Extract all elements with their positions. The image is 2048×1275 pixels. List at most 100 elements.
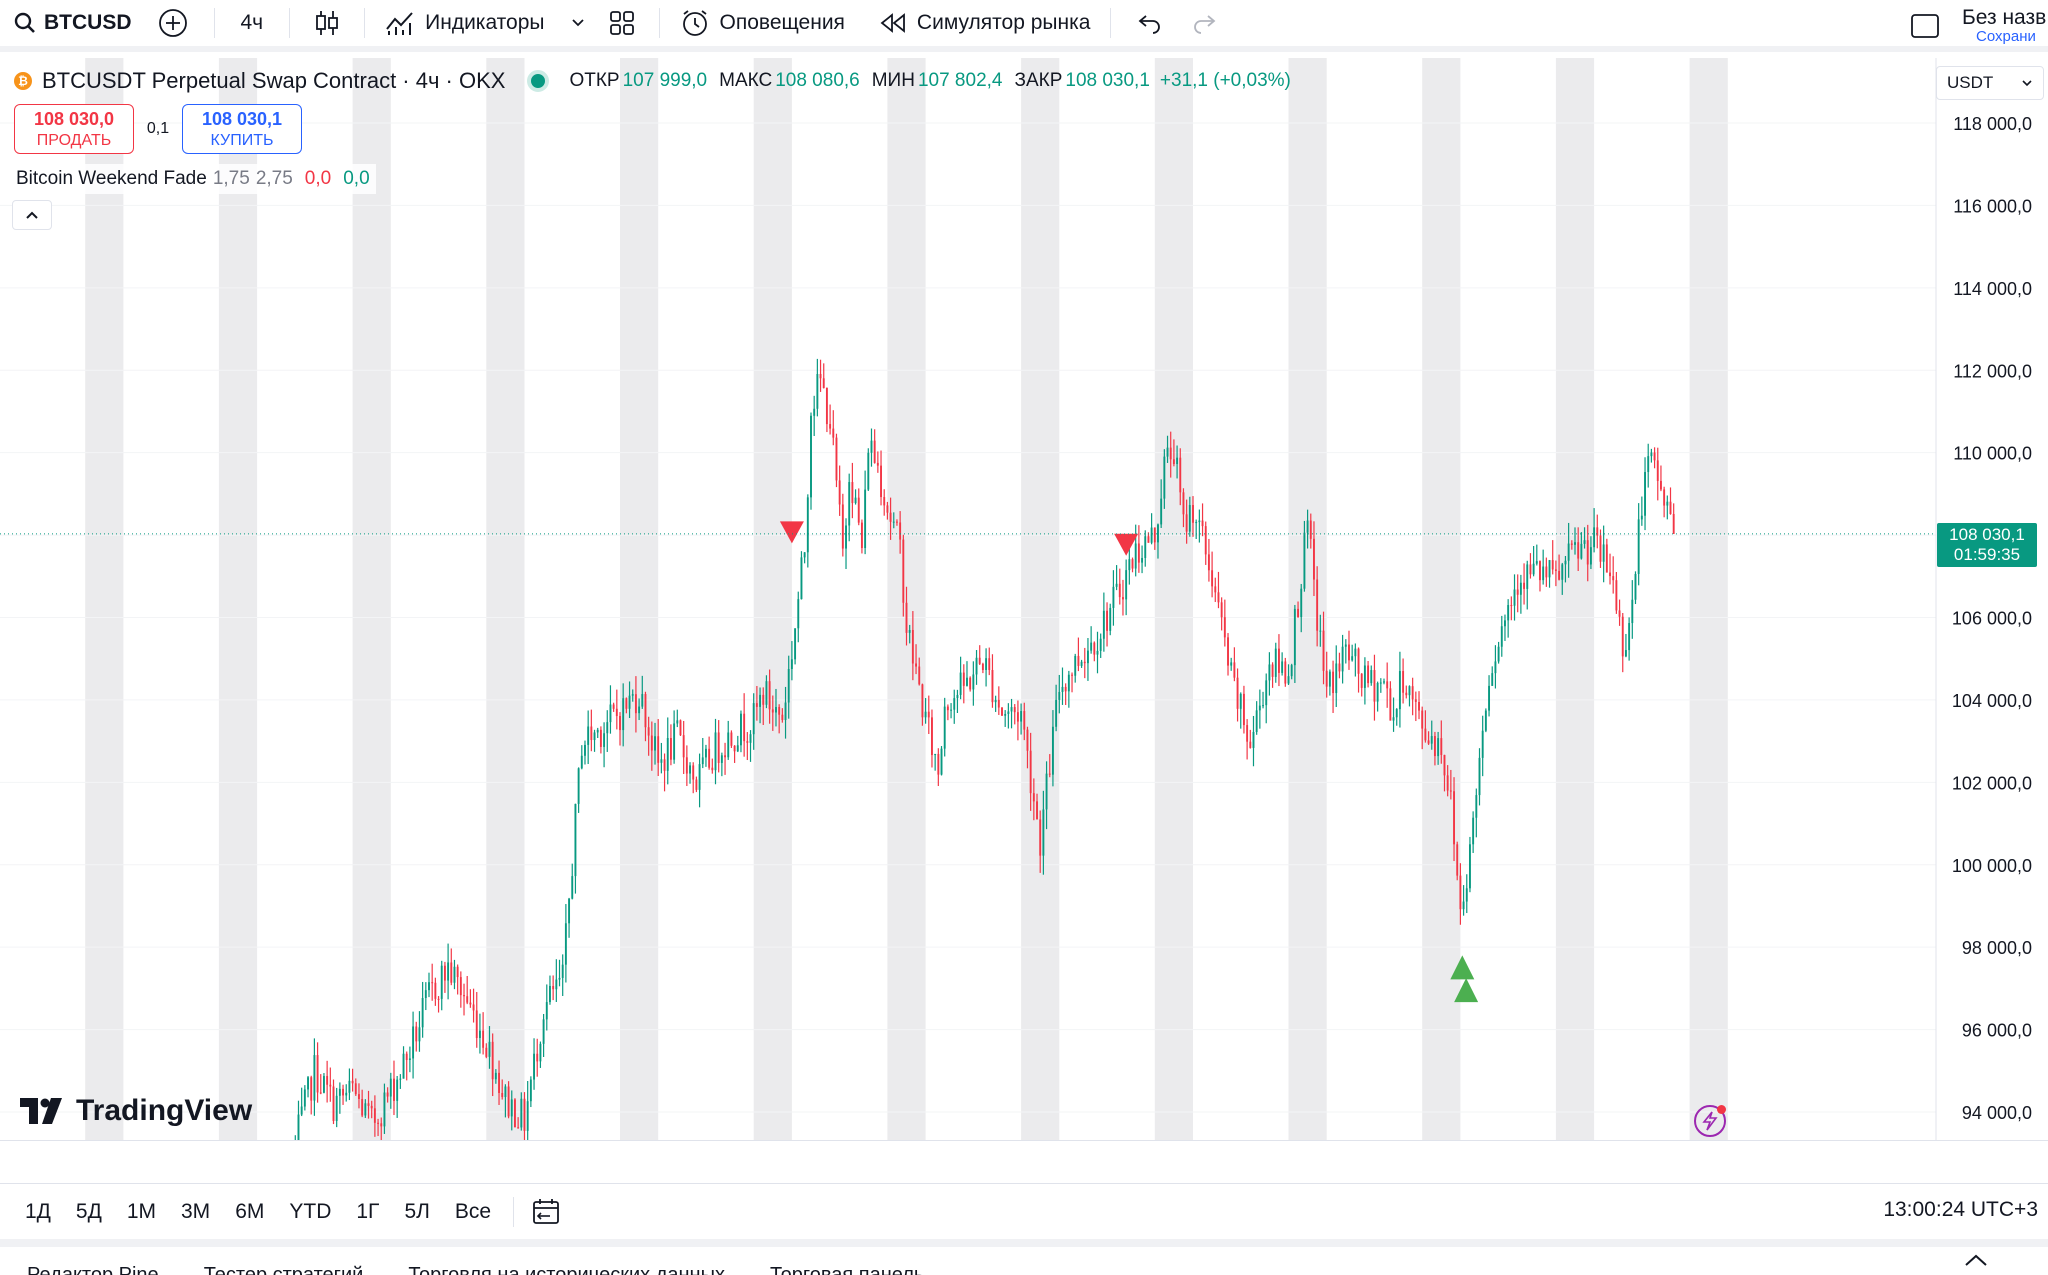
notifications-button[interactable] — [1694, 1105, 1726, 1137]
currency-select[interactable]: USDT — [1936, 66, 2044, 100]
tab-trading-panel[interactable]: Торговая панель — [769, 1264, 925, 1275]
candle-body — [835, 437, 838, 481]
market-status-icon[interactable] — [527, 70, 550, 92]
buy-button[interactable]: 108 030,1 КУПИТЬ — [182, 104, 302, 154]
candle-body — [870, 440, 873, 453]
candle-body — [408, 1058, 411, 1060]
price-axis-label: 102 000,0 — [1952, 773, 2032, 793]
candle — [1214, 577, 1217, 602]
sell-button[interactable]: 108 030,0 ПРОДАТЬ — [14, 104, 134, 154]
range-5d-button[interactable]: 5Д — [75, 1199, 102, 1223]
candle — [1227, 633, 1229, 676]
tab-pine-editor[interactable]: Редактор Pine — [27, 1264, 159, 1275]
candle — [1583, 527, 1586, 549]
range-1y-button[interactable]: 1Г — [356, 1199, 380, 1223]
alerts-button[interactable]: Оповещения — [672, 0, 853, 49]
alerts-label: Оповещения — [719, 11, 845, 34]
candle — [1106, 602, 1109, 647]
candle — [781, 708, 784, 723]
tab-replay-trading[interactable]: Торговля на исторических данных — [408, 1264, 725, 1275]
strategy-legend[interactable]: Bitcoin Weekend Fade 1,75 2,75 0,0 0,0 — [10, 164, 376, 194]
candle — [1223, 599, 1226, 647]
candle — [1628, 617, 1631, 661]
candle-body — [1328, 671, 1331, 687]
candle — [1516, 574, 1519, 613]
candle-body — [1137, 543, 1140, 563]
candle — [463, 983, 465, 1016]
candle-body — [1504, 620, 1506, 627]
strategy-param-2: 2,75 — [255, 168, 293, 189]
candle — [1242, 685, 1245, 734]
candle-body — [475, 1010, 478, 1038]
symbol-search-button[interactable]: BTCUSD — [0, 0, 158, 49]
range-all-button[interactable]: Все — [454, 1199, 492, 1223]
replay-button[interactable]: Симулятор рынка — [853, 0, 1099, 49]
templates-button[interactable] — [597, 0, 647, 49]
candles-icon — [316, 11, 339, 35]
range-3m-button[interactable]: 3М — [181, 1199, 211, 1223]
candle — [408, 1046, 411, 1073]
candle-body — [883, 497, 886, 506]
add-symbol-button[interactable] — [158, 0, 188, 49]
candle-body — [412, 1026, 415, 1059]
candle-body — [1561, 564, 1564, 580]
candle — [892, 512, 895, 529]
date-range-bar: 1Д 5Д 1М 3М 6М YTD 1Г 5Л Все 13:00:24 UT… — [0, 1183, 2048, 1239]
tradingview-logo[interactable]: TradingView — [20, 1094, 252, 1128]
indicators-dropdown-button[interactable] — [553, 0, 597, 49]
redo-button[interactable] — [1177, 0, 1231, 49]
range-1m-button[interactable]: 1М — [126, 1199, 156, 1223]
candle — [1491, 666, 1494, 686]
candle — [393, 1060, 395, 1116]
tab-strategy-tester[interactable]: Тестер стратегий — [203, 1264, 364, 1275]
candle-body — [1067, 674, 1070, 692]
candle-body — [905, 602, 908, 633]
candle-body — [1640, 515, 1643, 520]
undo-button[interactable] — [1123, 0, 1177, 49]
candle-body — [720, 755, 723, 763]
candle — [1230, 657, 1233, 671]
goto-date-button[interactable] — [532, 1198, 562, 1226]
interval-button[interactable]: 4ч — [227, 0, 278, 49]
layout-button[interactable] — [1910, 0, 1940, 52]
candle-body — [1433, 736, 1436, 757]
candle-body — [1360, 673, 1363, 688]
candle — [1548, 559, 1551, 588]
panel-collapse-button[interactable] — [1964, 1253, 1988, 1272]
layout-name[interactable]: Без назв — [1962, 6, 2047, 29]
legend-title[interactable]: BTCUSDT Perpetual Swap Contract · 4ч · O… — [42, 68, 506, 93]
candle-body — [962, 672, 965, 686]
candle — [1542, 549, 1545, 585]
chart-type-button[interactable] — [302, 0, 352, 49]
candle — [577, 767, 580, 813]
candle-body — [641, 694, 644, 707]
candle-body — [727, 732, 730, 758]
timezone-clock[interactable]: 13:00:24 UTC+3 — [1883, 1198, 2038, 1221]
candle-body — [841, 504, 844, 549]
indicators-button[interactable]: Индикаторы — [377, 0, 552, 49]
candle-body — [345, 1092, 348, 1096]
candle — [854, 489, 857, 505]
candle-body — [568, 898, 571, 924]
range-5y-button[interactable]: 5Л — [404, 1199, 430, 1223]
candle-body — [615, 708, 618, 717]
candle-body — [443, 965, 446, 981]
candle — [1402, 658, 1405, 704]
candle — [708, 736, 711, 770]
range-ytd-button[interactable]: YTD — [289, 1199, 332, 1223]
candle-body — [1510, 605, 1513, 607]
range-1d-button[interactable]: 1Д — [25, 1199, 51, 1223]
candle-body — [1207, 554, 1210, 571]
candle-body — [981, 663, 984, 670]
candle — [644, 691, 647, 742]
price-chart[interactable]: 118 000,0 116 000,0 114 000,0 112 000,0 110 … — [0, 58, 2048, 1141]
candle-body — [682, 735, 685, 758]
range-6m-button[interactable]: 6М — [235, 1199, 265, 1223]
candle-body — [526, 1101, 529, 1131]
collapse-legend-button[interactable] — [12, 200, 52, 230]
templates-icon — [609, 11, 634, 35]
buy-label: КУПИТЬ — [210, 131, 274, 149]
candle-body — [676, 720, 679, 724]
candle-body — [313, 1055, 316, 1101]
chart-area[interactable]: 118 000,0 116 000,0 114 000,0 112 000,0 110 … — [0, 58, 2048, 1141]
